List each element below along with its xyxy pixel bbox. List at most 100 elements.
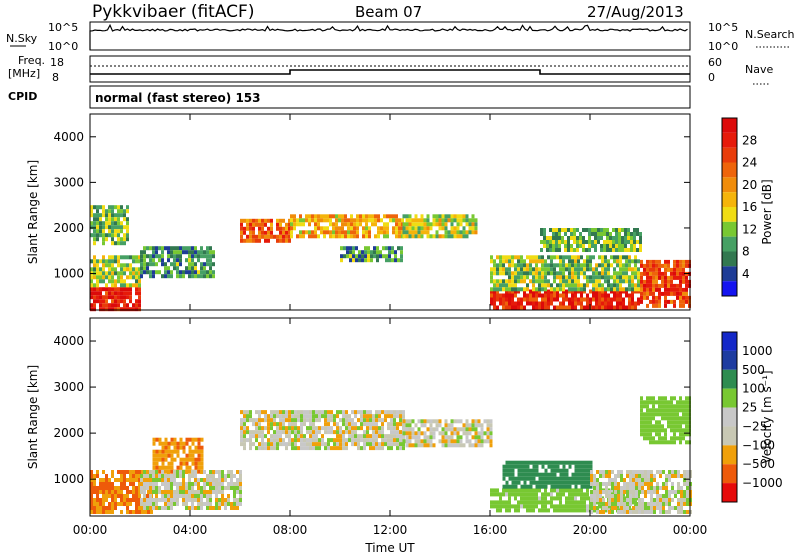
heatmap-cell xyxy=(150,490,153,494)
heatmap-cell xyxy=(511,297,514,302)
heatmap-cell xyxy=(583,508,586,513)
heatmap-cell xyxy=(649,424,652,429)
heatmap-cell xyxy=(644,506,647,510)
heatmap-cell xyxy=(90,205,93,210)
heatmap-cell xyxy=(558,244,561,248)
heatmap-cell xyxy=(517,508,520,513)
heatmap-cell xyxy=(644,470,647,474)
heatmap-cell xyxy=(676,436,679,441)
heatmap-cell xyxy=(586,472,590,477)
heatmap-cell xyxy=(550,289,553,294)
heatmap-cell xyxy=(505,508,508,513)
heatmap-cell xyxy=(441,435,445,440)
heatmap-cell xyxy=(547,289,550,294)
heatmap-cell xyxy=(111,259,114,264)
heatmap-cell xyxy=(568,289,571,294)
heatmap-cell xyxy=(444,222,448,227)
heatmap-cell xyxy=(176,254,179,259)
heatmap-cell xyxy=(626,490,629,494)
heatmap-cell xyxy=(303,414,306,419)
heatmap-cell xyxy=(619,255,622,260)
heatmap-cell xyxy=(96,263,99,268)
heatmap-cell xyxy=(167,449,171,454)
heatmap-cell xyxy=(375,414,378,419)
heatmap-cell xyxy=(658,303,661,308)
heatmap-cell xyxy=(664,291,667,296)
heatmap-cell xyxy=(514,484,518,489)
colorbar-tick-label: 4 xyxy=(742,267,750,281)
heatmap-cell xyxy=(140,506,143,510)
heatmap-cell xyxy=(496,500,499,505)
heatmap-cell xyxy=(577,267,580,272)
heatmap-cell xyxy=(559,504,562,509)
heatmap-cell xyxy=(608,498,611,502)
heatmap-cell xyxy=(258,442,261,447)
heatmap-cell xyxy=(450,230,454,235)
heatmap-cell xyxy=(140,478,143,482)
heatmap-cell xyxy=(396,438,399,443)
heatmap-cell xyxy=(276,430,279,435)
heatmap-cell xyxy=(140,474,143,478)
heatmap-cell xyxy=(608,502,611,506)
heatmap-cell xyxy=(391,258,394,263)
heatmap-cell xyxy=(206,498,209,502)
heatmap-cell xyxy=(474,443,478,448)
heatmap-cell xyxy=(571,279,574,284)
heatmap-cell xyxy=(352,258,355,263)
heatmap-cell xyxy=(233,502,236,506)
heatmap-cell xyxy=(345,414,348,419)
heatmap-cell xyxy=(553,293,556,298)
heatmap-cell xyxy=(348,430,351,435)
heatmap-cell xyxy=(652,279,655,284)
heatmap-cell xyxy=(556,484,560,489)
heatmap-cell xyxy=(499,267,502,272)
heatmap-cell xyxy=(665,474,668,478)
heatmap-cell xyxy=(93,307,96,312)
heatmap-cell xyxy=(529,480,533,485)
heatmap-cell xyxy=(197,461,201,466)
heatmap-cell xyxy=(625,267,628,272)
heatmap-cell xyxy=(635,474,638,478)
heatmap-cell xyxy=(544,472,548,477)
heatmap-cell xyxy=(453,419,457,424)
heatmap-cell xyxy=(380,230,383,235)
heatmap-cell xyxy=(577,297,580,302)
heatmap-cell xyxy=(285,426,288,431)
heatmap-cell xyxy=(341,226,344,231)
heatmap-cell xyxy=(511,504,514,509)
heatmap-cell xyxy=(450,443,454,448)
heatmap-cell xyxy=(105,275,108,280)
heatmap-cell xyxy=(477,435,481,440)
heatmap-cell xyxy=(396,410,399,415)
heatmap-cell xyxy=(468,230,472,235)
heatmap-cell xyxy=(99,510,102,514)
heatmap-cell xyxy=(312,422,315,427)
heatmap-cell xyxy=(589,255,592,260)
heatmap-cell xyxy=(99,225,102,230)
heatmap-cell xyxy=(96,279,99,284)
heatmap-cell xyxy=(595,287,598,292)
heatmap-cell xyxy=(571,289,574,294)
heatmap-cell xyxy=(364,254,367,259)
heatmap-cell xyxy=(182,470,185,474)
heatmap-cell xyxy=(387,410,390,415)
heatmap-cell xyxy=(664,303,667,308)
heatmap-cell xyxy=(132,494,135,498)
heatmap-cell xyxy=(333,430,336,435)
heatmap-cell xyxy=(661,424,664,429)
heatmap-cell xyxy=(670,267,673,272)
heatmap-cell xyxy=(626,510,629,514)
heatmap-cell xyxy=(655,275,658,280)
heatmap-cell xyxy=(420,214,424,219)
velocity-colorbar-label: Velocity [m s⁻¹] xyxy=(760,370,774,463)
heatmap-cell xyxy=(565,508,568,513)
heatmap-cell xyxy=(267,442,270,447)
heatmap-cell xyxy=(158,449,162,454)
freq-label: Freq. xyxy=(18,54,45,67)
heatmap-cell xyxy=(685,420,688,425)
heatmap-cell xyxy=(532,472,536,477)
heatmap-cell xyxy=(215,482,218,486)
heatmap-cell xyxy=(526,508,529,513)
heatmap-cell xyxy=(333,446,336,451)
heatmap-cell xyxy=(526,267,529,272)
